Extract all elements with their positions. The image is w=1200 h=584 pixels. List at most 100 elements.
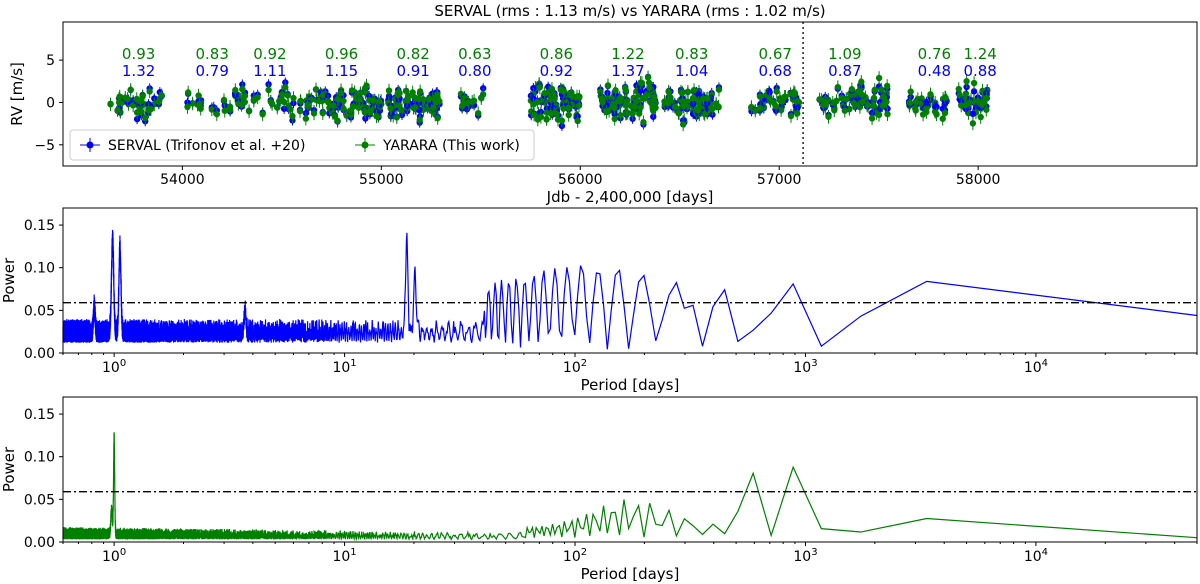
yarara-point (689, 94, 697, 102)
yarara-point (612, 87, 619, 94)
yarara-point (978, 101, 986, 109)
yarara-point (955, 85, 962, 93)
yarara-rms-label: 1.22 (611, 45, 644, 63)
yarara-point (637, 104, 644, 111)
periodogram-curve (62, 432, 1198, 542)
yarara-point (536, 84, 543, 91)
rv-xtick-label: 54000 (160, 172, 205, 188)
yarara-point (534, 98, 541, 106)
yarara-point (184, 89, 192, 96)
yarara-point (858, 78, 865, 86)
yarara-point (330, 102, 337, 109)
yarara-point (196, 100, 203, 108)
yarara-point (213, 110, 221, 118)
serval-point (933, 103, 940, 111)
yarara-point (679, 89, 686, 97)
yarara-point (772, 103, 780, 110)
yarara-point (983, 106, 990, 113)
yarara-point (646, 84, 653, 91)
yarara-point (324, 98, 332, 105)
yarara-point (906, 99, 914, 106)
yarara-point (547, 110, 554, 117)
periodogram-ytick-label: 0.00 (24, 346, 55, 362)
periodogram-ylabel: Power (0, 257, 18, 303)
yarara-point (816, 96, 823, 103)
periodogram-xtick-label: 101 (332, 547, 356, 565)
yarara-point (145, 105, 152, 113)
yarara-rms-label: 1.24 (963, 45, 996, 63)
yarara-rms-label: 1.09 (828, 45, 861, 63)
yarara-point (649, 102, 656, 109)
yarara-rms-label: 0.96 (325, 45, 358, 63)
yarara-point (604, 82, 612, 89)
yarara-point (565, 111, 572, 119)
yarara-point (665, 88, 672, 95)
yarara-point (411, 104, 419, 111)
yarara-point (923, 108, 930, 116)
yarara-point (838, 94, 845, 102)
yarara-point (395, 91, 402, 99)
yarara-point (927, 91, 934, 98)
yarara-point (274, 104, 281, 111)
periodogram-xlabel: Period [days] (581, 565, 680, 583)
yarara-point (530, 111, 538, 118)
yarara-point (868, 115, 876, 122)
yarara-rms-label: 0.76 (918, 45, 951, 63)
yarara-point (302, 115, 310, 122)
periodogram-ytick-label: 0.05 (24, 492, 55, 508)
yarara-point (340, 97, 347, 105)
periodogram-xlabel: Period [days] (581, 376, 680, 394)
yarara-point (133, 109, 141, 116)
yarara-point (911, 105, 919, 112)
yarara-point (553, 110, 561, 118)
yarara-point (395, 101, 402, 108)
serval-rms-label: 0.48 (918, 62, 951, 80)
periodogram-xtick-label: 101 (332, 358, 356, 376)
yarara-point (259, 110, 266, 118)
periodogram-curve (62, 229, 1198, 350)
yarara-point (701, 110, 708, 118)
periodogram-xtick-label: 103 (793, 547, 817, 565)
yarara-point (695, 99, 702, 106)
yarara-point (208, 106, 216, 113)
serval-rms-label: 1.11 (253, 62, 286, 80)
serval-point (923, 99, 930, 107)
periodogram-panel-1: Period [days] Power 0.00 0.05 0.10 0.15 100 101… (0, 207, 1198, 394)
yarara-point (878, 86, 885, 93)
yarara-point (184, 103, 191, 111)
yarara-point (941, 94, 949, 101)
yarara-rms-label: 0.92 (253, 45, 286, 63)
rv-xtick-label: 57000 (757, 172, 802, 188)
yarara-point (142, 114, 149, 122)
yarara-point (825, 113, 832, 120)
yarara-point (963, 78, 970, 85)
serval-rms-label: 0.92 (540, 62, 573, 80)
yarara-point (319, 92, 327, 99)
yarara-point (962, 101, 969, 109)
periodogram-ylabel: Power (0, 446, 18, 492)
rv-points (107, 70, 991, 132)
yarara-point (304, 101, 311, 108)
periodogram-ytick-label: 0.00 (24, 535, 55, 551)
yarara-point (565, 104, 572, 112)
rv-ylabel: RV [m/s] (8, 62, 26, 126)
yarara-point (880, 93, 887, 100)
yarara-point (611, 115, 618, 123)
yarara-point (679, 121, 687, 128)
yarara-point (226, 103, 234, 110)
serval-point (280, 105, 288, 112)
yarara-point (680, 103, 687, 110)
yarara-point (631, 103, 638, 110)
rv-ytick-label: 5 (46, 53, 55, 69)
yarara-point (970, 79, 978, 87)
yarara-point (715, 103, 722, 110)
yarara-point (334, 95, 341, 103)
yarara-point (430, 104, 437, 111)
rv-xlabel: Jdb - 2,400,000 [days] (546, 188, 714, 206)
yarara-point (137, 98, 144, 105)
yarara-point (790, 91, 798, 99)
yarara-point (284, 92, 291, 99)
yarara-point (282, 84, 289, 91)
yarara-point (127, 86, 134, 94)
yarara-point (241, 92, 249, 100)
